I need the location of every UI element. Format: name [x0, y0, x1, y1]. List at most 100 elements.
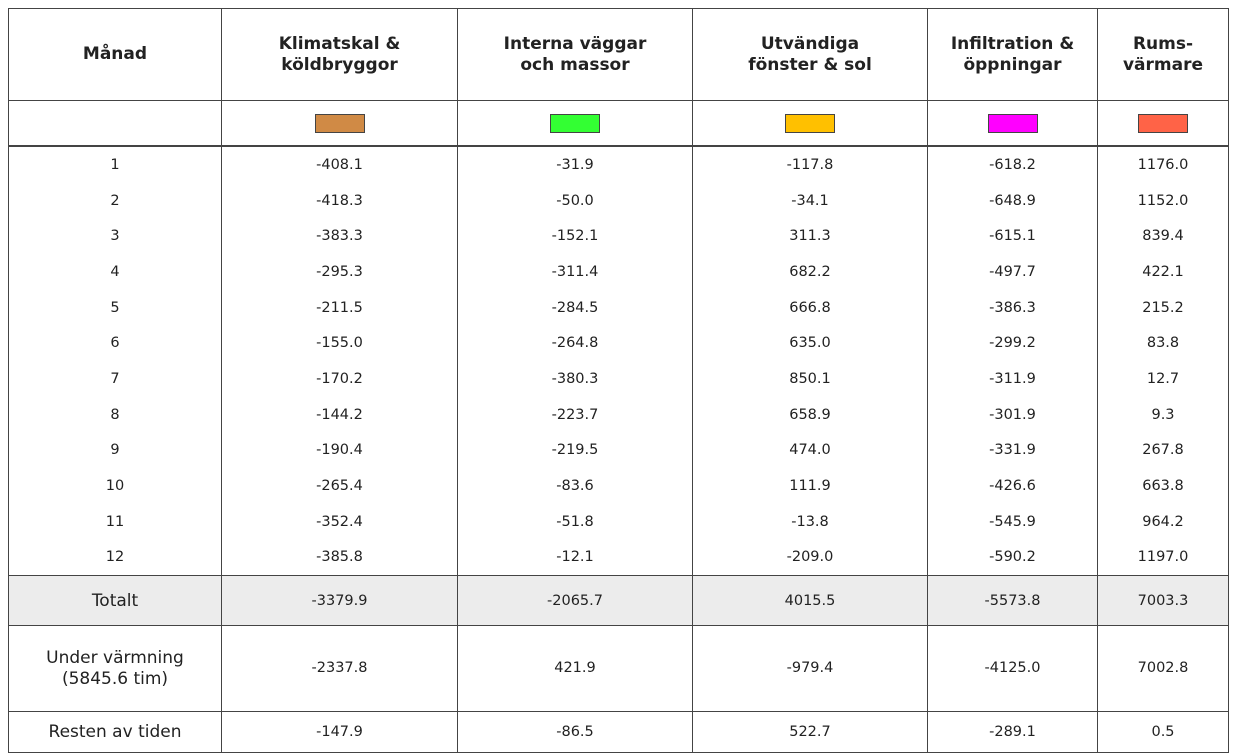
header-row: Månad Klimatskal & köldbryggor Interna väg…: [8, 8, 1229, 101]
swatch-cell: [457, 100, 693, 147]
data-row: 7 -170.2 -380.3 850.1 -311.9 12.7: [8, 361, 1229, 397]
month-cell: 6: [8, 325, 222, 362]
month-cell: 11: [8, 503, 222, 540]
value-cell: -31.9: [457, 146, 693, 183]
value-cell: -86.5: [457, 711, 693, 754]
legend-swatch: [987, 114, 1038, 133]
value-cell: -170.2: [221, 361, 458, 397]
value-cell: -155.0: [221, 325, 458, 362]
value-cell: 311.3: [692, 218, 928, 255]
swatch-cell: [927, 100, 1098, 147]
value-cell: -219.5: [457, 432, 693, 469]
value-cell: 7003.3: [1097, 575, 1229, 627]
value-cell: -211.5: [221, 289, 458, 326]
value-cell: -311.4: [457, 254, 693, 290]
value-cell: -209.0: [692, 539, 928, 576]
value-cell: -289.1: [927, 711, 1098, 754]
value-cell: -590.2: [927, 539, 1098, 576]
month-cell: 2: [8, 182, 222, 219]
value-cell: -648.9: [927, 182, 1098, 219]
value-cell: 215.2: [1097, 289, 1229, 326]
month-cell: 4: [8, 254, 222, 290]
table-header: Månad Klimatskal & köldbryggor Interna väg…: [8, 8, 1229, 147]
value-cell: 1176.0: [1097, 146, 1229, 183]
value-cell: -50.0: [457, 182, 693, 219]
value-cell: -979.4: [692, 625, 928, 713]
value-cell: -13.8: [692, 503, 928, 540]
value-cell: -34.1: [692, 182, 928, 219]
value-cell: 9.3: [1097, 396, 1229, 433]
value-cell: -2337.8: [221, 625, 458, 713]
data-row: 6 -155.0 -264.8 635.0 -299.2 83.8: [8, 325, 1229, 362]
value-cell: -385.8: [221, 539, 458, 576]
value-cell: -4125.0: [927, 625, 1098, 713]
swatch-cell: [8, 100, 222, 147]
value-cell: -223.7: [457, 396, 693, 433]
value-cell: -3379.9: [221, 575, 458, 627]
summary-row: Under värmning (5845.6 tim) -2337.8 421.9-…: [8, 625, 1229, 713]
value-cell: 666.8: [692, 289, 928, 326]
value-cell: -5573.8: [927, 575, 1098, 627]
summary-label: Resten av tiden: [8, 711, 222, 754]
header-cell: Interna väggar och massor: [457, 8, 693, 101]
value-cell: -152.1: [457, 218, 693, 255]
value-cell: 7002.8: [1097, 625, 1229, 713]
summary-row: Resten av tiden -147.9 -86.5 522.7 -289.1 0.5: [8, 711, 1229, 754]
swatch-cell: [1097, 100, 1229, 147]
value-cell: -545.9: [927, 503, 1098, 540]
value-cell: 839.4: [1097, 218, 1229, 255]
value-cell: -12.1: [457, 539, 693, 576]
value-cell: 964.2: [1097, 503, 1229, 540]
swatch-row: [8, 100, 1229, 147]
data-row: 1 -408.1 -31.9 -117.8 -618.2 1176.0: [8, 146, 1229, 183]
legend-swatch: [314, 114, 365, 133]
month-cell: 8: [8, 396, 222, 433]
value-cell: -2065.7: [457, 575, 693, 627]
header-cell: Utvändiga fönster & sol: [692, 8, 928, 101]
header-cell: Månad: [8, 8, 222, 101]
value-cell: -383.3: [221, 218, 458, 255]
legend-swatch: [1138, 114, 1188, 133]
value-cell: 850.1: [692, 361, 928, 397]
data-row: 9 -190.4 -219.5 474.0 -331.9 267.8: [8, 432, 1229, 469]
data-row: 12 -385.8 -12.1 -209.0 -590.2 1197.0: [8, 539, 1229, 576]
value-cell: -331.9: [927, 432, 1098, 469]
value-cell: -618.2: [927, 146, 1098, 183]
value-cell: 682.2: [692, 254, 928, 290]
header-cell: Infiltration & öppningar: [927, 8, 1098, 101]
value-cell: -408.1: [221, 146, 458, 183]
summary-row: Totalt -3379.9 -2065.7 4015.5 -5573.8 7003.3: [8, 575, 1229, 627]
value-cell: -615.1: [927, 218, 1098, 255]
month-cell: 9: [8, 432, 222, 469]
value-cell: -418.3: [221, 182, 458, 219]
value-cell: 663.8: [1097, 468, 1229, 504]
legend-swatch: [785, 114, 835, 133]
value-cell: -295.3: [221, 254, 458, 290]
month-cell: 12: [8, 539, 222, 576]
data-row: 11 -352.4 -51.8 -13.8 -545.9 964.2: [8, 503, 1229, 540]
value-cell: -386.3: [927, 289, 1098, 326]
month-cell: 10: [8, 468, 222, 504]
data-row: 10 -265.4 -83.6 111.9 -426.6 663.8: [8, 468, 1229, 504]
swatch-cell: [221, 100, 458, 147]
value-cell: -426.6: [927, 468, 1098, 504]
value-cell: -190.4: [221, 432, 458, 469]
summary-label: Under värmning (5845.6 tim): [8, 625, 222, 713]
value-cell: 474.0: [692, 432, 928, 469]
value-cell: -51.8: [457, 503, 693, 540]
value-cell: 0.5: [1097, 711, 1229, 754]
value-cell: -380.3: [457, 361, 693, 397]
summary-label: Totalt: [8, 575, 222, 627]
value-cell: -284.5: [457, 289, 693, 326]
value-cell: 111.9: [692, 468, 928, 504]
data-row: 4 -295.3 -311.4 682.2 -497.7 422.1: [8, 254, 1229, 290]
value-cell: 421.9: [457, 625, 693, 713]
header-cell: Rums- värmare: [1097, 8, 1229, 101]
value-cell: 522.7: [692, 711, 928, 754]
month-cell: 7: [8, 361, 222, 397]
value-cell: 635.0: [692, 325, 928, 362]
data-row: 8 -144.2 -223.7 658.9 -301.9 9.3: [8, 396, 1229, 433]
value-cell: -299.2: [927, 325, 1098, 362]
table-body: 1 -408.1 -31.9 -117.8 -618.2 1176.0 2 -418.3 -50…: [8, 146, 1229, 754]
